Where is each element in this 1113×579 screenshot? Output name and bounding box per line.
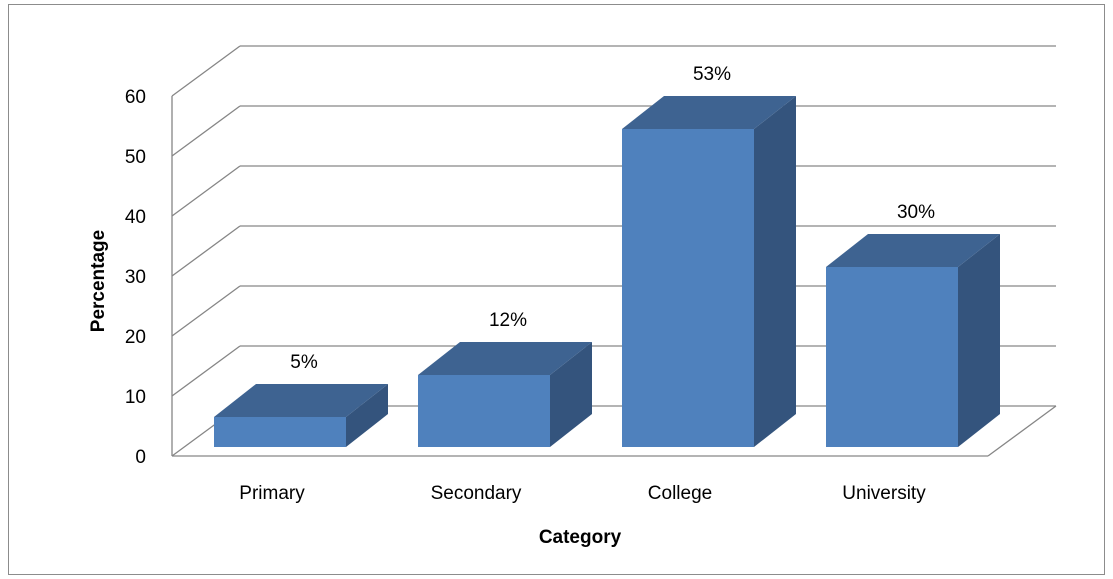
bar-side xyxy=(754,96,796,447)
y-tick-label: 0 xyxy=(135,447,146,468)
bar-side xyxy=(958,234,1000,447)
bar-top xyxy=(214,384,388,417)
y-tick-label: 50 xyxy=(125,147,146,168)
x-axis-categories: Primary Secondary College University xyxy=(239,483,926,504)
data-label: 30% xyxy=(897,202,935,223)
bar-top xyxy=(826,234,1000,267)
bar-top xyxy=(418,342,592,375)
bar-college xyxy=(622,96,796,447)
gridline-side xyxy=(171,285,241,337)
data-label: 53% xyxy=(693,64,731,85)
gridline-side xyxy=(171,105,241,157)
y-tick-label: 40 xyxy=(125,207,146,228)
data-label: 12% xyxy=(489,310,527,331)
data-labels: 5% 12% 53% 30% xyxy=(290,64,935,373)
y-axis-title: Percentage xyxy=(88,230,109,332)
x-axis-title: Category xyxy=(539,527,622,548)
y-tick-label: 60 xyxy=(125,87,146,108)
gridline-side xyxy=(171,345,241,397)
y-axis-ticks: 0 10 20 30 40 50 60 xyxy=(125,87,146,468)
x-tick-label: Primary xyxy=(239,483,305,504)
bar xyxy=(214,417,346,447)
bar-side xyxy=(346,384,388,447)
x-tick-label: University xyxy=(842,483,926,504)
x-tick-label: College xyxy=(648,483,712,504)
bar-primary xyxy=(214,384,388,447)
gridline-side xyxy=(171,45,241,97)
bar-secondary xyxy=(418,342,592,447)
bars xyxy=(214,96,1000,447)
x-tick-label: Secondary xyxy=(431,483,522,504)
bar-top xyxy=(622,96,796,129)
bar xyxy=(418,375,550,447)
bar-university xyxy=(826,234,1000,447)
y-tick-label: 10 xyxy=(125,387,146,408)
gridline-side xyxy=(171,165,241,217)
bar-side xyxy=(550,342,592,447)
floor-right-edge xyxy=(987,405,1057,457)
gridline-side xyxy=(171,225,241,277)
y-tick-label: 20 xyxy=(125,327,146,348)
y-tick-label: 30 xyxy=(125,267,146,288)
bar xyxy=(622,129,754,447)
data-label: 5% xyxy=(290,352,318,373)
bar xyxy=(826,267,958,447)
